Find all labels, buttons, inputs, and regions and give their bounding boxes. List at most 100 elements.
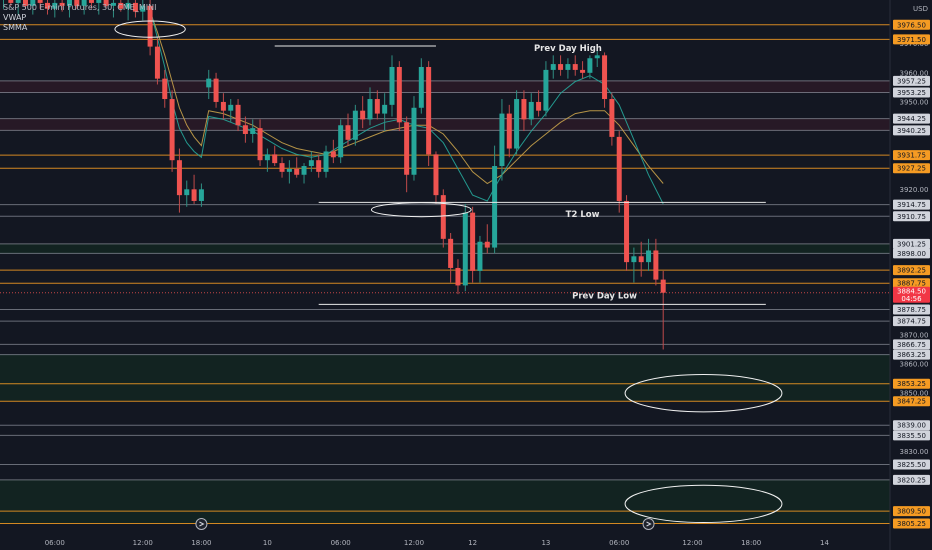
marker-circle <box>195 518 208 530</box>
price-tick-2: 3950.00 <box>900 98 929 106</box>
vwap-line <box>149 8 664 205</box>
price-tick-6: 3850.00 <box>900 390 929 398</box>
candle-body <box>213 78 219 102</box>
candle-54 <box>396 61 402 132</box>
time-tick-10: 18:00 <box>741 539 761 547</box>
candle-body <box>59 2 65 6</box>
candle-85 <box>624 195 630 271</box>
candle-body <box>176 160 182 196</box>
candle-body <box>638 256 644 263</box>
candle-48 <box>352 104 358 146</box>
candle-65 <box>477 235 483 283</box>
candle-16 <box>118 0 124 12</box>
candle-88 <box>646 238 652 271</box>
candle-90 <box>660 270 666 350</box>
candle-5 <box>37 0 43 9</box>
price-level-tag-18 <box>893 378 930 389</box>
candle-body <box>345 125 351 140</box>
candle-body <box>286 168 292 172</box>
indicator-smma-label[interactable]: SMMA <box>3 23 28 32</box>
candle-61 <box>448 233 454 283</box>
time-axis[interactable]: 06:00 12:00 18:00 10 06:00 12:00 12 13 06:00 12:0… <box>45 539 830 547</box>
candle-body <box>616 136 622 201</box>
price-level-tag-text-8: 3914.75 <box>897 201 926 209</box>
candles <box>3 0 666 350</box>
candle-80 <box>587 55 593 79</box>
candle-26 <box>191 174 197 204</box>
price-level-tag-14 <box>893 304 930 315</box>
candle-84 <box>616 131 622 213</box>
time-tick-7: 13 <box>541 539 550 547</box>
candle-body <box>455 267 461 286</box>
price-level-tag-text-22: 3825.50 <box>897 461 926 469</box>
candle-body <box>96 0 102 3</box>
candle-58 <box>426 61 432 167</box>
candle-body <box>602 55 608 100</box>
candle-0 <box>3 0 4 9</box>
candle-body <box>580 69 586 73</box>
candle-body <box>565 64 571 70</box>
candle-22 <box>162 69 168 108</box>
candle-body <box>499 113 505 167</box>
candle-body <box>367 99 373 120</box>
candle-body <box>264 154 270 161</box>
candle-10 <box>74 0 80 9</box>
candle-49 <box>360 96 366 129</box>
time-tick-11: 14 <box>820 539 829 547</box>
currency-label: USD <box>913 5 928 13</box>
drawn-ellipses <box>114 20 783 524</box>
indicator-vwap-label[interactable]: VWAP <box>3 13 27 22</box>
candle-12 <box>88 0 94 9</box>
price-level-tag-17 <box>893 349 930 360</box>
candle-32 <box>235 99 241 132</box>
candle-body <box>609 99 615 137</box>
candle-body <box>594 55 600 59</box>
symbol-title[interactable]: S&P 500 E-mini Futures, 30, CME_MINI <box>3 3 157 12</box>
price-level-tag-10 <box>893 238 930 249</box>
candle-21 <box>154 37 160 85</box>
price-level-tag-text-1: 3971.50 <box>897 36 926 44</box>
candle-body <box>66 0 72 6</box>
session-break-icon <box>199 521 205 527</box>
candle-body <box>660 279 666 293</box>
zone-band-3 <box>0 354 890 402</box>
candle-body <box>228 104 234 111</box>
time-axis-panel <box>0 533 890 550</box>
candle-69 <box>506 104 512 158</box>
candle-body <box>646 250 652 263</box>
candle-body <box>426 66 432 155</box>
price-level-tag-text-17: 3863.25 <box>897 351 926 359</box>
candle-75 <box>550 55 556 79</box>
candle-body <box>37 0 43 3</box>
candle-body <box>374 99 380 114</box>
price-level-tag-text-16: 3866.75 <box>897 341 926 349</box>
candle-1 <box>8 0 14 6</box>
candle-62 <box>455 259 461 295</box>
zone-band-0 <box>0 80 890 93</box>
candle-body <box>558 64 564 70</box>
price-level-tag-text-18: 3853.25 <box>897 380 926 388</box>
candle-29 <box>213 72 219 108</box>
candle-3 <box>22 0 28 9</box>
price-level-tag-text-6: 3931.75 <box>897 152 926 160</box>
event-marker-1 <box>642 518 655 530</box>
candle-50 <box>367 87 373 126</box>
candle-body <box>470 212 476 271</box>
price-axis[interactable]: 3970.003960.003950.003920.003870.003860.… <box>0 19 930 529</box>
candle-83 <box>609 93 615 146</box>
candle-37 <box>272 145 278 167</box>
candle-76 <box>558 55 564 76</box>
candle-27 <box>198 183 204 207</box>
candle-body <box>30 0 36 6</box>
candle-body <box>587 58 593 73</box>
candle-body <box>360 110 366 120</box>
candle-46 <box>338 119 344 164</box>
candle-87 <box>638 241 644 277</box>
marker-circle <box>642 518 655 530</box>
candle-body <box>140 5 146 12</box>
candle-body <box>653 250 659 280</box>
candle-14 <box>103 0 109 9</box>
candle-body <box>411 107 417 175</box>
candle-89 <box>653 238 659 286</box>
